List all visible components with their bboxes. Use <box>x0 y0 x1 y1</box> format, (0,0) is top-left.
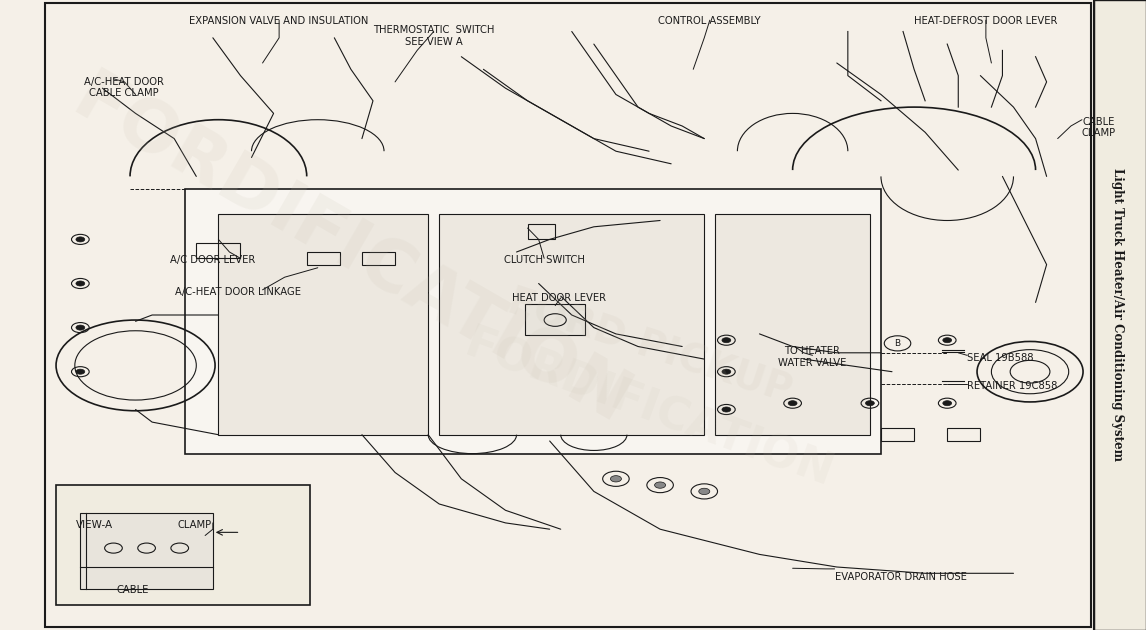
Text: CABLE: CABLE <box>116 585 149 595</box>
Circle shape <box>611 476 621 482</box>
Circle shape <box>76 237 85 242</box>
Circle shape <box>699 488 709 495</box>
Bar <box>881 428 915 441</box>
Circle shape <box>76 369 85 374</box>
Text: Light Truck Heater/Air Conditioning System: Light Truck Heater/Air Conditioning Syst… <box>1110 168 1124 462</box>
Text: FORDIFICATION: FORDIFICATION <box>458 323 839 496</box>
Bar <box>196 243 241 258</box>
Text: CLUTCH SWITCH: CLUTCH SWITCH <box>504 255 584 265</box>
Text: CABLE
CLAMP: CABLE CLAMP <box>1082 117 1116 138</box>
Text: A/C-HEAT DOOR
CABLE CLAMP: A/C-HEAT DOOR CABLE CLAMP <box>84 77 164 98</box>
Text: A/C DOOR LEVER: A/C DOOR LEVER <box>171 255 256 265</box>
Circle shape <box>722 407 731 412</box>
Text: TO HEATER
WATER VALVE: TO HEATER WATER VALVE <box>778 346 847 368</box>
Text: A/C-HEAT DOOR LINKAGE: A/C-HEAT DOOR LINKAGE <box>175 287 301 297</box>
Bar <box>219 214 429 435</box>
Circle shape <box>943 401 951 406</box>
Bar <box>307 252 340 265</box>
Bar <box>527 224 555 239</box>
Text: VIEW-A: VIEW-A <box>76 520 113 530</box>
Circle shape <box>76 281 85 286</box>
FancyBboxPatch shape <box>186 189 881 454</box>
Text: CLAMP: CLAMP <box>176 520 211 530</box>
Text: EXPANSION VALVE AND INSULATION: EXPANSION VALVE AND INSULATION <box>189 16 369 26</box>
Bar <box>439 214 705 435</box>
Text: THERMOSTATIC  SWITCH
SEE VIEW A: THERMOSTATIC SWITCH SEE VIEW A <box>374 25 494 47</box>
Text: CONTROL ASSEMBLY: CONTROL ASSEMBLY <box>659 16 761 26</box>
Text: SEAL 19B588: SEAL 19B588 <box>967 353 1034 363</box>
Text: B: B <box>895 339 901 348</box>
Circle shape <box>654 482 666 488</box>
Text: HEAT-DEFROST DOOR LEVER: HEAT-DEFROST DOOR LEVER <box>915 16 1058 26</box>
Bar <box>56 485 311 605</box>
FancyBboxPatch shape <box>525 304 584 335</box>
Circle shape <box>722 369 731 374</box>
Circle shape <box>788 401 796 406</box>
Bar <box>948 428 980 441</box>
Circle shape <box>943 338 951 343</box>
Bar <box>1094 0 1146 630</box>
Text: RETAINER 19C858: RETAINER 19C858 <box>967 381 1058 391</box>
Text: EVAPORATOR DRAIN HOSE: EVAPORATOR DRAIN HOSE <box>834 572 966 582</box>
Bar <box>715 214 870 435</box>
Text: HEAT DOOR LEVER: HEAT DOOR LEVER <box>511 293 605 303</box>
Bar <box>362 252 395 265</box>
Circle shape <box>865 401 874 406</box>
Circle shape <box>722 338 731 343</box>
Text: FORD PICKUP: FORD PICKUP <box>502 283 796 410</box>
Circle shape <box>76 325 85 330</box>
Text: FORDIFICATION: FORDIFICATION <box>61 64 642 440</box>
Bar <box>80 513 213 589</box>
